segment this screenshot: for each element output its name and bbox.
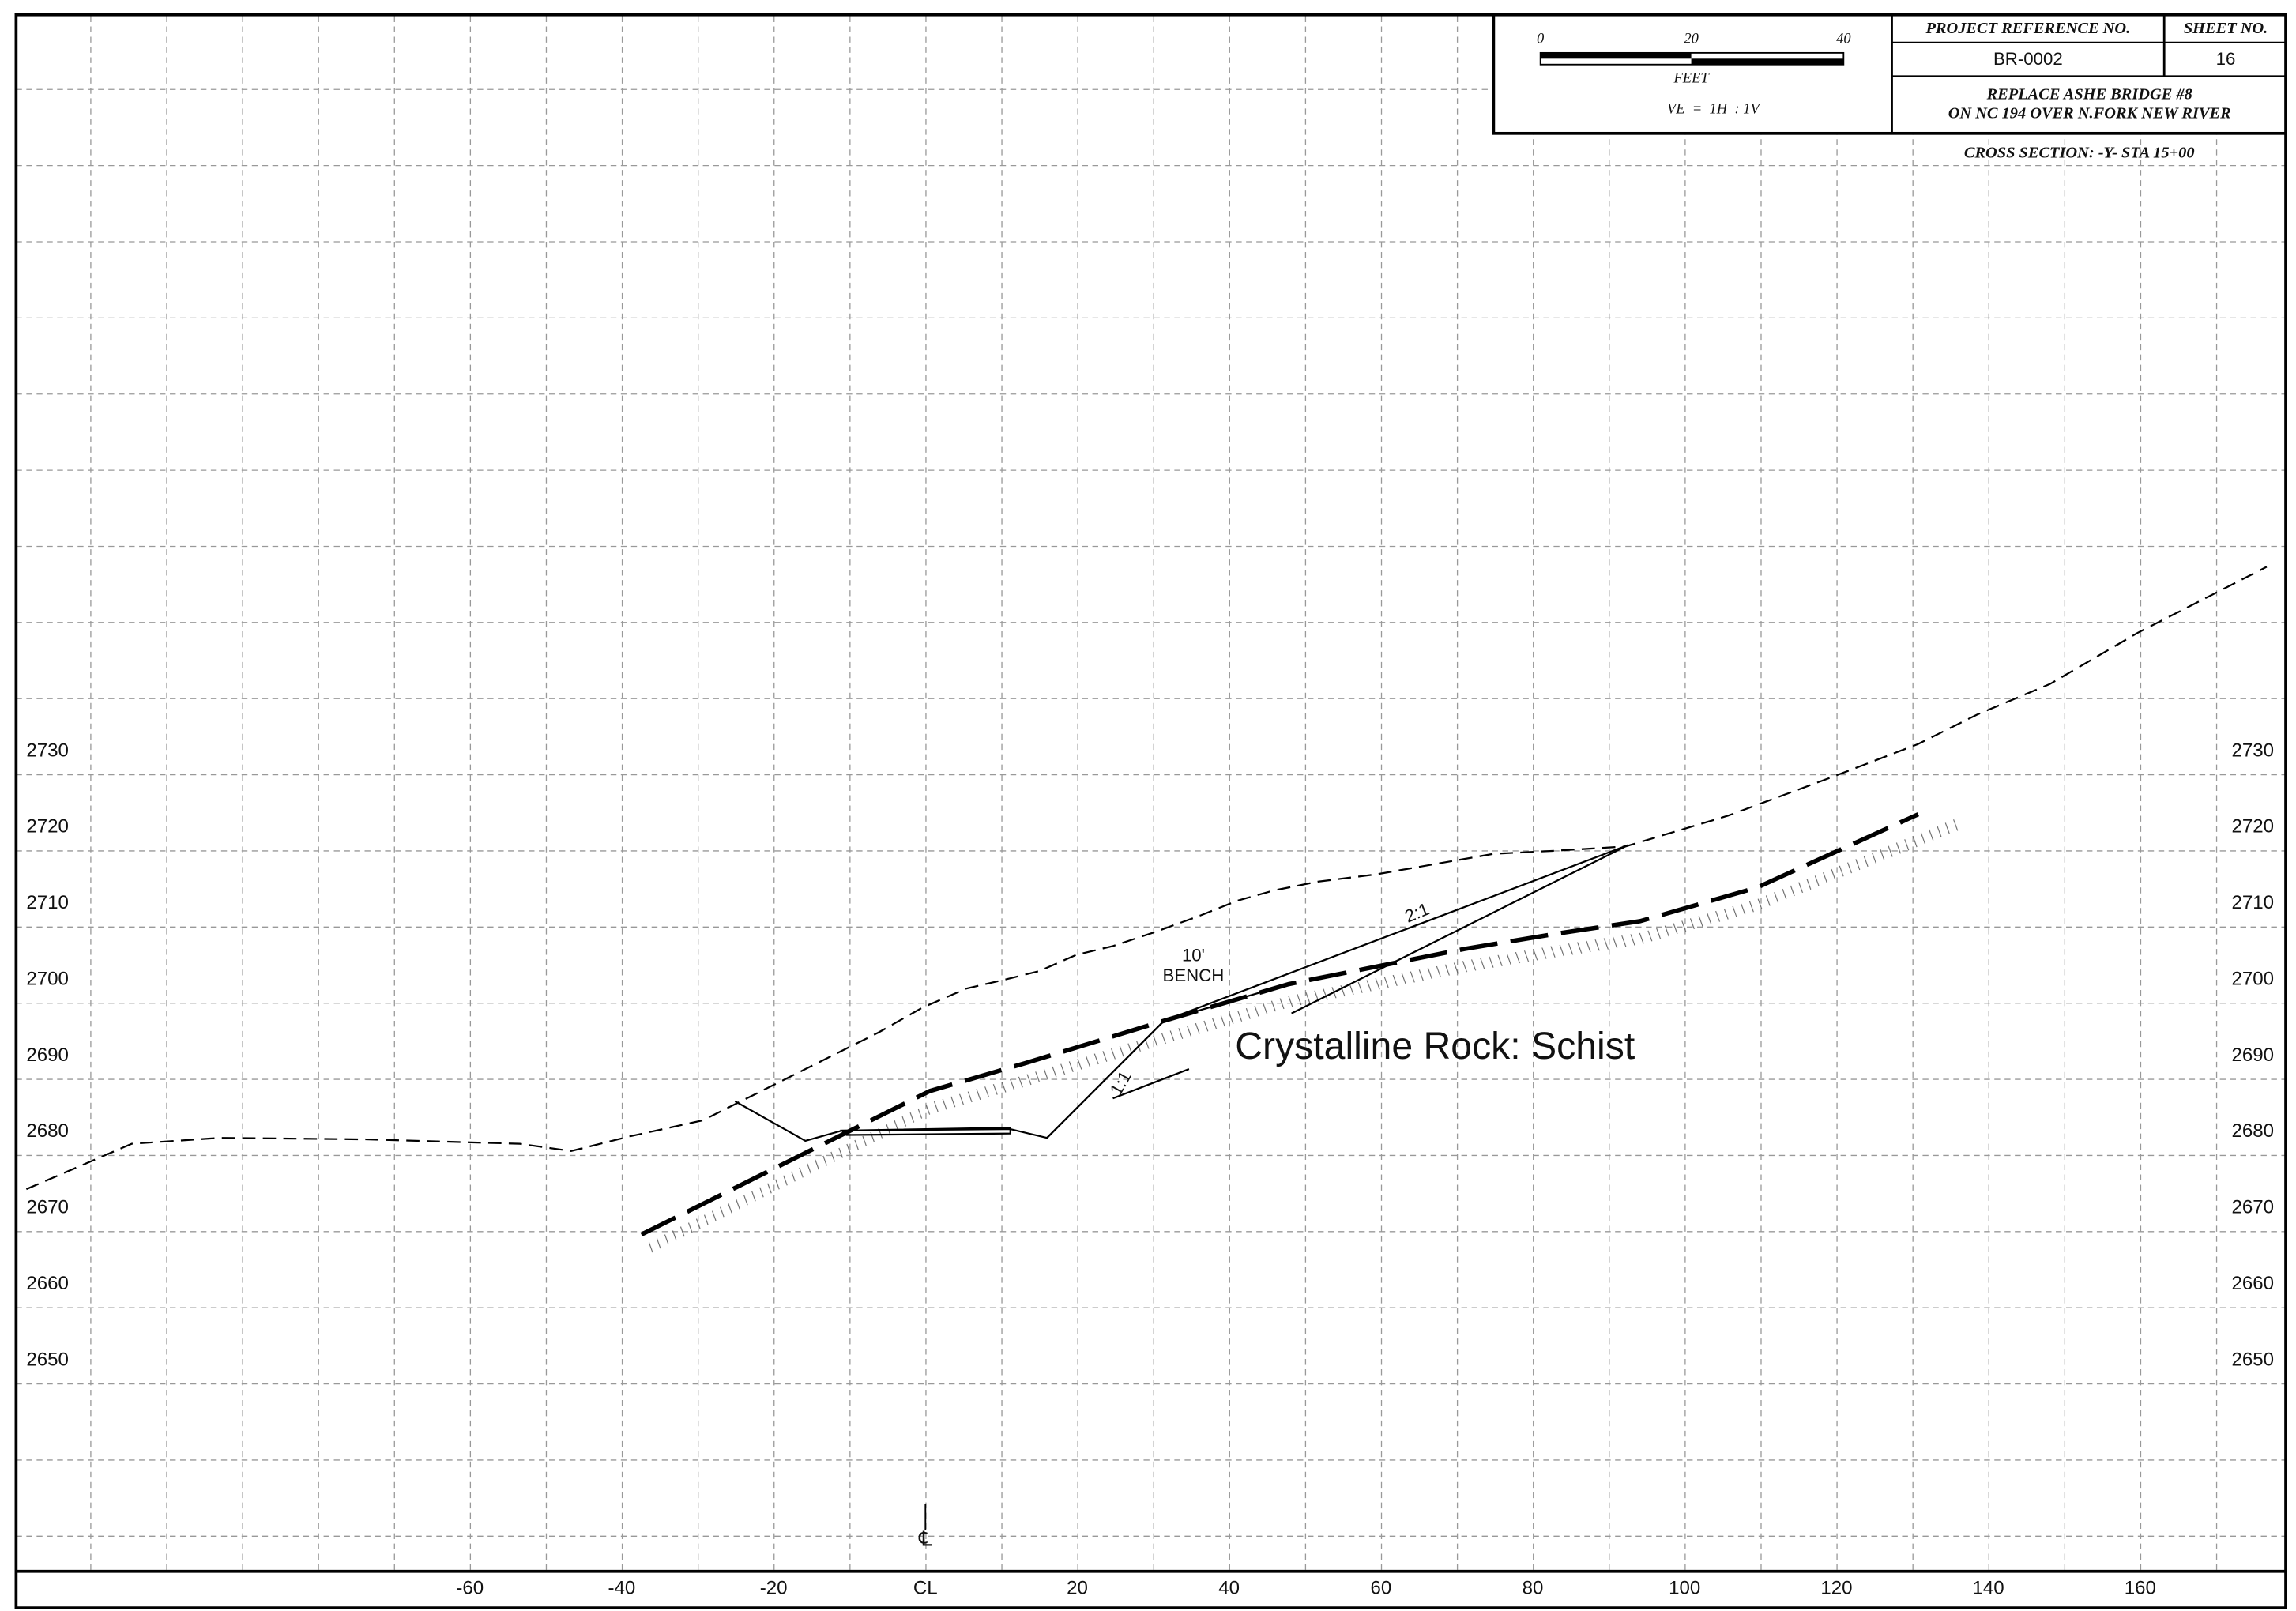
x-tick-label: 20 bbox=[1067, 1577, 1088, 1598]
y-tick-label: 2720 bbox=[26, 816, 69, 837]
slope-line bbox=[1046, 1020, 1165, 1139]
slope-line bbox=[1291, 844, 1629, 1014]
slope-label: 2:1 bbox=[1402, 899, 1432, 927]
y-tick-label: 2680 bbox=[2231, 1120, 2274, 1142]
sheet-number: 16 bbox=[2216, 49, 2236, 69]
y-tick-label: 2730 bbox=[2231, 740, 2274, 761]
y-tick-label: 2710 bbox=[26, 892, 69, 913]
centerline-symbol: ℄ bbox=[918, 1529, 932, 1551]
y-tick-label: 2670 bbox=[2231, 1197, 2274, 1218]
scale-tick: 40 bbox=[1836, 30, 1851, 47]
pavement bbox=[840, 1127, 1011, 1136]
description: REPLACE ASHE BRIDGE #8 bbox=[1986, 85, 2192, 103]
y-tick-label: 2700 bbox=[2231, 968, 2274, 989]
x-tick-label: 100 bbox=[1669, 1577, 1700, 1598]
x-tick-label: 40 bbox=[1218, 1577, 1240, 1598]
y-tick-label: 2660 bbox=[2231, 1273, 2274, 1294]
title-block bbox=[1492, 13, 2287, 135]
section-title: CROSS SECTION: -Y- STA 15+00 bbox=[1964, 144, 2195, 161]
scale-bar-fill bbox=[1691, 58, 1844, 65]
x-tick-label: -40 bbox=[608, 1577, 636, 1598]
y-tick-label: 2690 bbox=[26, 1045, 69, 1066]
bench-label: BENCH bbox=[1163, 965, 1225, 985]
bench-label: 10' bbox=[1182, 945, 1205, 965]
slope-label: 1:1 bbox=[1106, 1067, 1135, 1098]
rock-line bbox=[640, 812, 1919, 1237]
y-tick-label: 2650 bbox=[26, 1349, 69, 1370]
description: ON NC 194 OVER N.FORK NEW RIVER bbox=[1948, 104, 2231, 122]
vertical-exaggeration: VE = 1H : 1V bbox=[1667, 100, 1762, 117]
y-tick-label: 2680 bbox=[26, 1120, 69, 1142]
project-reference-header: PROJECT REFERENCE NO. bbox=[1925, 20, 2130, 37]
y-tick-label: 2720 bbox=[2231, 816, 2274, 837]
x-tick-label: 160 bbox=[2125, 1577, 2156, 1598]
y-tick-label: 2660 bbox=[26, 1273, 69, 1294]
scale-tick: 20 bbox=[1684, 30, 1699, 47]
x-tick-label: CL bbox=[913, 1577, 938, 1598]
y-tick-label: 2650 bbox=[2231, 1349, 2274, 1370]
slope-line bbox=[1163, 844, 1629, 1022]
x-tick-label: -60 bbox=[456, 1577, 484, 1598]
x-tick-label: 140 bbox=[1973, 1577, 2004, 1598]
proposed-section bbox=[734, 983, 1289, 1142]
x-tick-label: 60 bbox=[1370, 1577, 1391, 1598]
existing-ground bbox=[25, 566, 2268, 1191]
sheet-header: SHEET NO. bbox=[2184, 20, 2268, 37]
scale-tick: 0 bbox=[1537, 30, 1545, 47]
leader-line bbox=[1112, 1068, 1190, 1100]
y-tick-label: 2670 bbox=[26, 1197, 69, 1218]
x-tick-label: 80 bbox=[1523, 1577, 1544, 1598]
x-tick-label: -20 bbox=[760, 1577, 788, 1598]
scale-unit: FEET bbox=[1673, 70, 1710, 87]
rock-label: Crystalline Rock: Schist bbox=[1235, 1025, 1635, 1067]
grid bbox=[16, 16, 2287, 1571]
y-tick-label: 2730 bbox=[26, 740, 69, 761]
border bbox=[14, 13, 2287, 1609]
tick-labels: -60 -40 -20 CL 20 40 60 80 100 120 140 160 2650 2650 2… bbox=[26, 740, 2274, 1598]
x-tick-label: 120 bbox=[1820, 1577, 1852, 1598]
scale-bar-fill bbox=[1540, 52, 1692, 59]
y-tick-label: 2700 bbox=[26, 968, 69, 989]
y-tick-label: 2690 bbox=[2231, 1045, 2274, 1066]
project-reference: BR-0002 bbox=[1993, 49, 2063, 69]
y-tick-label: 2710 bbox=[2231, 892, 2274, 913]
